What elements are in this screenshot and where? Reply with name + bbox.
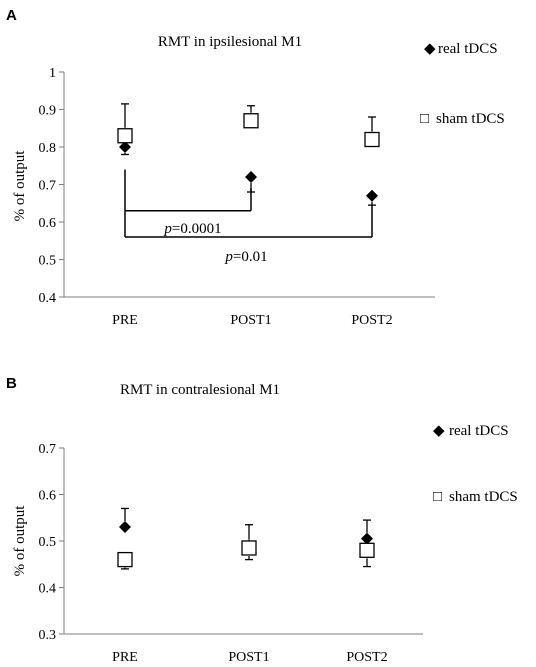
- panel-a-legend-sham: sham tDCS: [436, 111, 505, 127]
- panel-a-point-sham: [117, 128, 133, 144]
- panel-b-legend-marker-real: ◆: [433, 423, 445, 439]
- panel-b-title: RMT in contralesional M1: [120, 382, 280, 398]
- panel-a-p-value-label: p=0.01: [224, 249, 267, 265]
- panel-a-y-tick-label: 0.6: [39, 216, 57, 231]
- panel-b-point-real: [361, 532, 373, 545]
- panel-a-legend-marker-real: ◆: [424, 41, 436, 57]
- panel-a-y-tick-label: 0.4: [39, 291, 57, 306]
- panel-a-y-tick-label: 0.8: [39, 141, 57, 156]
- panel-a-legend: ◆ real tDCS □ sham tDCS: [420, 41, 505, 127]
- panel-b-point-sham: [241, 540, 257, 556]
- panel-a-y-tick-label: 0.7: [39, 179, 57, 194]
- panel-a-point-real: [366, 189, 378, 202]
- panel-b-x-tick-label: POST1: [228, 650, 269, 665]
- panel-b-legend-real: real tDCS: [449, 423, 509, 439]
- panel-a-legend-real: real tDCS: [438, 41, 498, 57]
- panel-a-y-tick-label: 1: [49, 66, 56, 81]
- panel-b: B RMT in contralesional M1 % of output 0…: [6, 375, 518, 665]
- panel-a-x-tick-label: POST1: [230, 313, 271, 328]
- panel-b-letter: B: [6, 375, 17, 392]
- panel-b-marks: [117, 507, 375, 570]
- panel-a: A RMT in ipsilesional M1 % of output 0.4…: [6, 7, 505, 328]
- panel-a-point-sham: [364, 131, 380, 148]
- panel-a-y-tick-label: 0.5: [39, 254, 57, 269]
- panel-a-y-tick-label: 0.9: [39, 104, 57, 119]
- panel-b-legend-sham: sham tDCS: [449, 489, 518, 505]
- panel-b-y-tick-label: 0.7: [39, 442, 57, 457]
- panel-b-legend-marker-sham: □: [433, 489, 442, 505]
- panel-a-point-real: [245, 171, 257, 183]
- panel-a-y-ticks: 0.4 0.5 0.6 0.7 0.8 0.9 1: [39, 66, 64, 306]
- panel-b-y-tick-label: 0.6: [39, 489, 57, 504]
- panel-a-point-sham: [243, 113, 259, 129]
- panel-a-title: RMT in ipsilesional M1: [158, 34, 302, 50]
- panel-b-legend: ◆ real tDCS □ sham tDCS: [433, 423, 518, 505]
- panel-b-x-tick-label: PRE: [112, 650, 138, 665]
- panel-b-categories: PRE POST1 POST2: [112, 650, 387, 665]
- panel-b-y-axis-label: % of output: [12, 505, 28, 577]
- panel-b-y-ticks: 0.3 0.4 0.5 0.6 0.7: [39, 442, 64, 643]
- panel-b-y-tick-label: 0.3: [39, 628, 57, 643]
- panel-a-x-tick-label: PRE: [112, 313, 138, 328]
- panel-a-point-real: [119, 141, 131, 153]
- panel-b-point-sham: [117, 551, 133, 568]
- panel-b-point-sham: [359, 542, 375, 558]
- panel-a-legend-marker-sham: □: [420, 111, 429, 127]
- panel-a-y-axis-label: % of output: [12, 150, 28, 222]
- panel-a-x-tick-label: POST2: [351, 313, 392, 328]
- panel-b-point-real: [119, 521, 131, 534]
- panel-a-categories: PRE POST1 POST2: [112, 313, 392, 328]
- panel-b-y-tick-label: 0.4: [39, 582, 57, 597]
- panel-b-x-tick-label: POST2: [346, 650, 387, 665]
- panel-a-p-value-label: p=0.0001: [163, 221, 221, 237]
- panel-b-y-tick-label: 0.5: [39, 535, 57, 550]
- panel-a-letter: A: [6, 7, 17, 24]
- panel-a-marks: [117, 103, 380, 206]
